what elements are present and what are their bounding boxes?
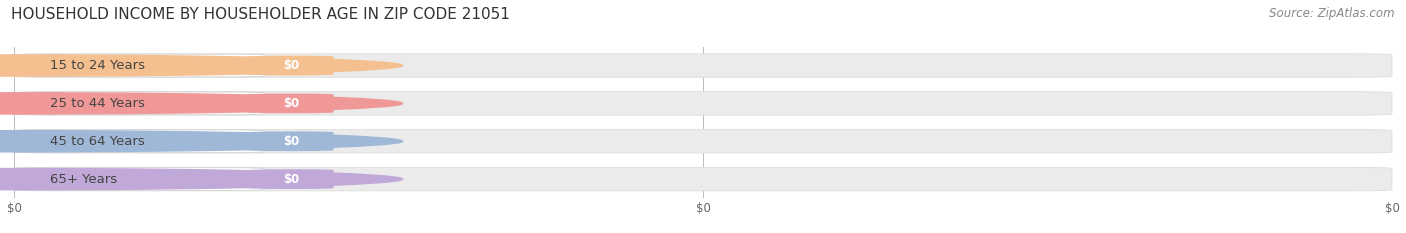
Text: $0: $0 <box>283 97 299 110</box>
Circle shape <box>0 168 402 190</box>
FancyBboxPatch shape <box>249 94 333 113</box>
Text: HOUSEHOLD INCOME BY HOUSEHOLDER AGE IN ZIP CODE 21051: HOUSEHOLD INCOME BY HOUSEHOLDER AGE IN Z… <box>11 7 510 22</box>
FancyBboxPatch shape <box>14 130 1392 153</box>
Text: 25 to 44 Years: 25 to 44 Years <box>49 97 145 110</box>
Circle shape <box>0 55 402 76</box>
Text: 15 to 24 Years: 15 to 24 Years <box>49 59 145 72</box>
FancyBboxPatch shape <box>14 167 1392 191</box>
Circle shape <box>0 93 402 114</box>
FancyBboxPatch shape <box>10 92 264 115</box>
FancyBboxPatch shape <box>249 169 333 189</box>
Text: $0: $0 <box>283 135 299 148</box>
FancyBboxPatch shape <box>10 54 264 77</box>
FancyBboxPatch shape <box>249 56 333 75</box>
Text: 45 to 64 Years: 45 to 64 Years <box>49 135 145 148</box>
Circle shape <box>0 131 402 152</box>
FancyBboxPatch shape <box>249 131 333 151</box>
Text: $0: $0 <box>283 59 299 72</box>
FancyBboxPatch shape <box>10 168 264 191</box>
FancyBboxPatch shape <box>14 92 1392 115</box>
Text: $0: $0 <box>283 173 299 186</box>
Text: Source: ZipAtlas.com: Source: ZipAtlas.com <box>1270 7 1395 20</box>
FancyBboxPatch shape <box>14 54 1392 77</box>
Text: 65+ Years: 65+ Years <box>49 173 117 186</box>
FancyBboxPatch shape <box>10 130 264 153</box>
